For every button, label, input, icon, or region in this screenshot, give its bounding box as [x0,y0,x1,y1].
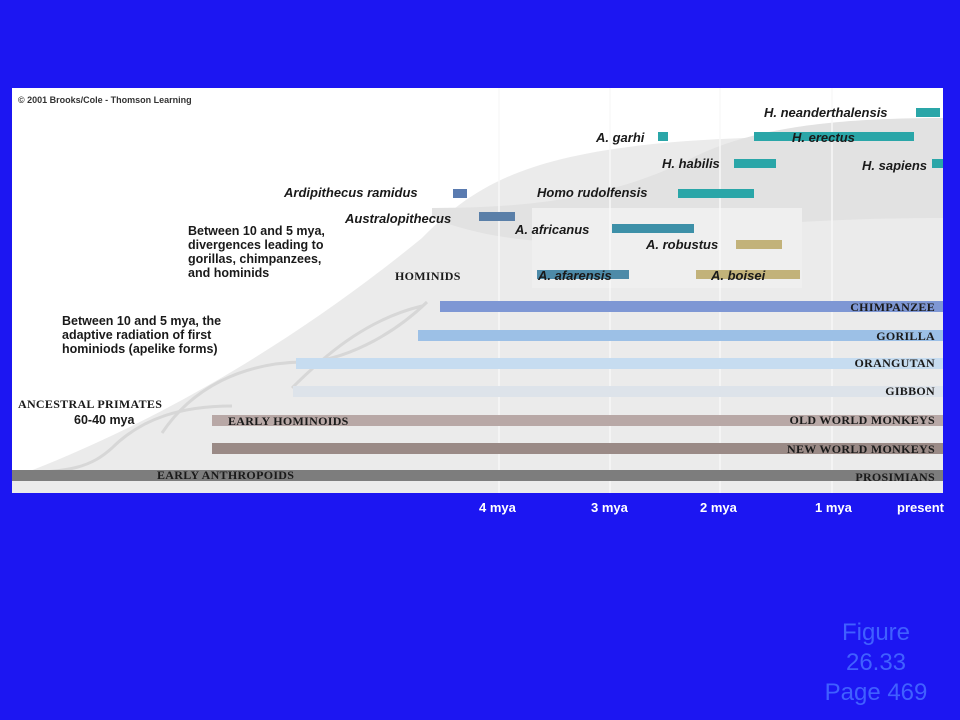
bar-africanus [612,224,694,233]
axis-label-1mya: 1 mya [815,500,852,515]
phylogeny-diagram [12,88,943,493]
label-chimpanzee: CHIMPANZEE [850,300,935,314]
bar-orangutan [296,358,943,369]
label-h-sapiens: H. sapiens [862,158,928,173]
note-divergences-line: gorillas, chimpanzees, [188,252,322,266]
bar-gorilla [418,330,943,341]
figure-panel: © 2001 Brooks/Cole - Thomson Learning H.… [12,88,943,493]
label-early-anthropoids: EARLY ANTHROPOIDS [157,468,295,482]
label-a-boisei: A. boisei [711,268,766,283]
axis-label-3mya: 3 mya [591,500,628,515]
bar-erectus [754,132,914,141]
bar-prosimians [12,470,943,481]
label-new-world-monkeys: NEW WORLD MONKEYS [786,442,935,456]
caption-line: Figure [841,619,911,646]
label-homo-rudolfensis: Homo rudolfensis [537,185,648,200]
label-ancestral-date: 60-40 mya [74,413,135,427]
label-orangutan: ORANGUTAN [854,356,935,370]
label-hominids: HOMINIDS [395,269,461,283]
axis-label-present: present [897,500,944,515]
bar-australopithecus [479,212,515,221]
note-divergences-line: and hominids [188,266,270,280]
note-divergences-line: divergences leading to [188,238,324,252]
bar-habilis [734,159,776,168]
label-ancestral-primates: ANCESTRAL PRIMATES [18,397,163,411]
label-early-hominoids: EARLY HOMINOIDS [228,414,349,428]
label-gorilla: GORILLA [876,329,935,343]
axis-label-4mya: 4 mya [479,500,516,515]
note-divergences: Between 10 and 5 mya, divergences leadin… [188,224,325,280]
label-h-habilis: H. habilis [662,156,720,171]
bar-ramidus [453,189,467,198]
bar-rudolfensis [678,189,754,198]
note-radiation-line: adaptive radiation of first [62,328,212,342]
bar-boisei [696,270,800,279]
label-a-garhi: A. garhi [596,130,645,145]
label-a-robustus: A. robustus [646,237,719,252]
label-gibbon: GIBBON [885,384,935,398]
axis-label-2mya: 2 mya [700,500,737,515]
figure-caption: Figure 26.33 Page 469 [812,618,940,708]
label-prosimians: PROSIMIANS [855,470,935,484]
note-radiation-line: Between 10 and 5 mya, the [62,314,222,328]
label-h-neanderthalensis: H. neanderthalensis [764,105,888,120]
note-divergences-line: Between 10 and 5 mya, [188,224,325,238]
bar-chimpanzee [440,301,943,312]
bar-robustus [736,240,782,249]
bar-neanderthalensis [916,108,940,117]
caption-line: Page 469 [824,679,928,706]
copyright-notice: © 2001 Brooks/Cole - Thomson Learning [18,95,192,105]
branch-curve-apes [290,304,423,390]
label-h-erectus: H. erectus [792,130,855,145]
label-a-afarensis: A. afarensis [538,268,612,283]
bar-new-world-monkeys [212,443,943,454]
label-ardipithecus-ramidus: Ardipithecus ramidus [284,185,418,200]
caption-line: 26.33 [845,649,907,676]
label-australopithecus: Australopithecus [345,211,452,226]
note-radiation-line: hominiods (apelike forms) [62,342,218,356]
label-a-africanus: A. africanus [515,222,590,237]
bar-old-world-monkeys [212,415,943,426]
bar-sapiens [932,159,943,168]
label-old-world-monkeys: OLD WORLD MONKEYS [789,413,935,427]
note-adaptive-radiation: Between 10 and 5 mya, the adaptive radia… [62,314,221,356]
bar-garhi [658,132,668,141]
bar-afarensis [537,270,629,279]
bar-gibbon [293,386,943,397]
